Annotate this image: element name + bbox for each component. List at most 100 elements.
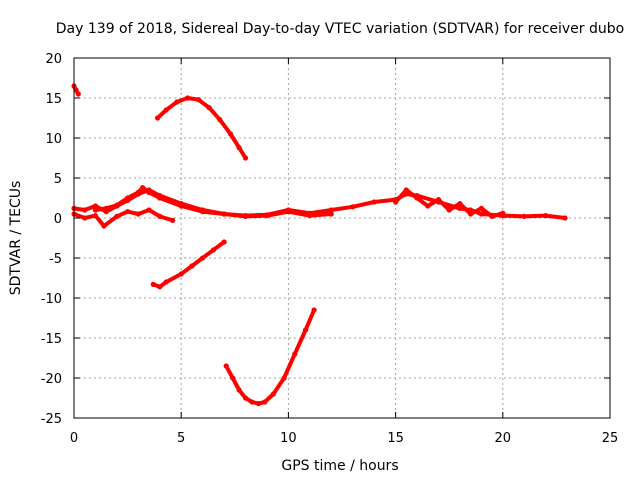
data-point bbox=[328, 207, 334, 213]
data-point bbox=[281, 375, 287, 381]
data-point bbox=[223, 363, 229, 369]
data-point bbox=[562, 215, 568, 221]
series-band-lower-loop bbox=[72, 208, 175, 228]
data-point bbox=[178, 271, 184, 277]
data-point bbox=[125, 195, 131, 201]
data-point bbox=[446, 207, 452, 213]
tick-labels: 0 5 10 15 20 25 -25 -20 -15 -10 -5 0 5 10 15 20 bbox=[41, 52, 619, 446]
data-point bbox=[135, 211, 141, 217]
data-point bbox=[285, 209, 291, 215]
data-point bbox=[227, 131, 234, 137]
data-point bbox=[174, 99, 180, 105]
data-point bbox=[435, 197, 442, 203]
data-point bbox=[242, 155, 249, 161]
data-point bbox=[311, 307, 317, 313]
data-point bbox=[307, 213, 313, 219]
data-point bbox=[270, 391, 276, 397]
data-point bbox=[221, 239, 227, 245]
data-point bbox=[478, 205, 484, 211]
series-layer bbox=[71, 83, 568, 407]
plot-frame bbox=[73, 57, 611, 419]
x-tick-label: 5 bbox=[177, 431, 185, 446]
data-point bbox=[157, 213, 163, 219]
data-point bbox=[236, 145, 242, 151]
data-point bbox=[206, 105, 212, 111]
data-point bbox=[185, 95, 191, 101]
x-tick-label: 0 bbox=[70, 431, 78, 446]
data-point bbox=[350, 204, 356, 210]
data-point bbox=[303, 327, 309, 333]
data-point bbox=[457, 201, 463, 207]
data-point bbox=[292, 351, 298, 357]
data-point bbox=[489, 213, 495, 219]
y-tick-label: -5 bbox=[49, 252, 62, 267]
data-point bbox=[101, 223, 107, 229]
y-tick-label: -20 bbox=[41, 372, 62, 387]
data-point bbox=[150, 281, 156, 287]
y-tick-label: -25 bbox=[41, 412, 62, 427]
data-point bbox=[114, 202, 120, 208]
data-point bbox=[163, 279, 169, 285]
data-point bbox=[103, 205, 109, 211]
data-point bbox=[249, 399, 255, 405]
y-tick-label: 10 bbox=[45, 132, 62, 147]
data-point bbox=[393, 199, 399, 205]
data-point bbox=[210, 247, 216, 253]
x-tick-label: 25 bbox=[602, 431, 619, 446]
data-point bbox=[478, 211, 484, 217]
data-point bbox=[500, 210, 506, 216]
ticks bbox=[73, 57, 611, 419]
data-point bbox=[92, 207, 98, 213]
data-point bbox=[135, 189, 141, 195]
y-tick-label: 5 bbox=[54, 172, 62, 187]
series-arc-upper bbox=[155, 96, 248, 160]
data-point bbox=[125, 209, 131, 215]
data-point bbox=[155, 115, 161, 121]
data-point bbox=[178, 203, 184, 209]
y-tick-label: 15 bbox=[45, 92, 62, 107]
data-point bbox=[92, 213, 98, 219]
data-point bbox=[425, 203, 431, 209]
y-tick-label: 20 bbox=[45, 52, 62, 67]
data-point bbox=[189, 263, 195, 269]
data-point bbox=[403, 187, 409, 193]
data-point bbox=[230, 375, 236, 381]
data-point bbox=[328, 211, 334, 217]
data-point bbox=[157, 195, 163, 201]
data-point bbox=[236, 387, 242, 393]
data-point bbox=[82, 207, 88, 213]
y-tick-label: 0 bbox=[54, 212, 62, 227]
x-tick-label: 10 bbox=[280, 431, 297, 446]
data-point bbox=[371, 199, 377, 205]
data-point bbox=[255, 401, 261, 407]
data-point bbox=[264, 213, 270, 219]
data-point bbox=[75, 91, 81, 97]
data-point bbox=[82, 215, 88, 221]
data-point bbox=[543, 213, 549, 219]
data-point bbox=[146, 207, 152, 213]
chart-title: Day 139 of 2018, Sidereal Day-to-day VTE… bbox=[56, 21, 624, 37]
data-point bbox=[157, 284, 163, 290]
data-point bbox=[92, 203, 98, 209]
data-point bbox=[242, 395, 249, 401]
data-point bbox=[114, 213, 120, 219]
data-point bbox=[221, 211, 227, 217]
y-axis-label: SDTVAR / TECUs bbox=[8, 181, 24, 296]
data-point bbox=[146, 189, 152, 195]
series-band-secondary bbox=[93, 185, 334, 219]
data-point bbox=[262, 399, 268, 405]
data-point bbox=[163, 107, 169, 113]
data-point bbox=[195, 97, 201, 103]
data-point bbox=[521, 213, 527, 219]
data-point bbox=[140, 185, 146, 191]
data-point bbox=[468, 211, 474, 217]
data-point bbox=[414, 195, 420, 201]
data-point bbox=[242, 213, 249, 219]
data-point bbox=[217, 117, 223, 123]
data-point bbox=[200, 209, 206, 215]
data-point bbox=[200, 255, 206, 261]
data-point bbox=[73, 87, 79, 93]
x-axis-label: GPS time / hours bbox=[281, 458, 398, 474]
